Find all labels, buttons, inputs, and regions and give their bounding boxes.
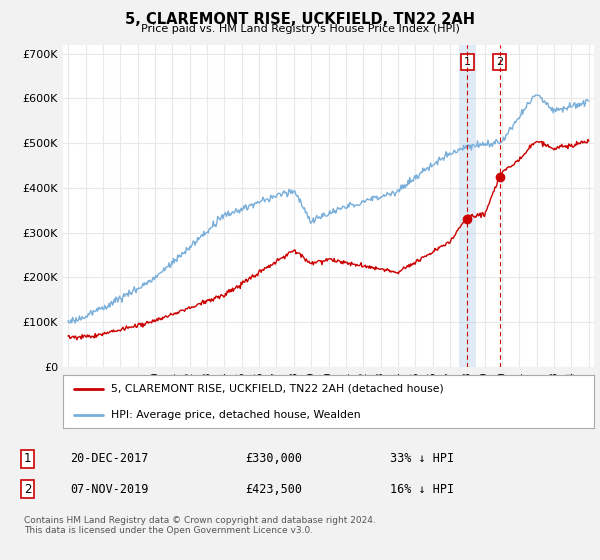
Text: 2: 2 — [23, 483, 31, 496]
Text: £330,000: £330,000 — [245, 452, 302, 465]
Text: 5, CLAREMONT RISE, UCKFIELD, TN22 2AH: 5, CLAREMONT RISE, UCKFIELD, TN22 2AH — [125, 12, 475, 27]
Text: 5, CLAREMONT RISE, UCKFIELD, TN22 2AH (detached house): 5, CLAREMONT RISE, UCKFIELD, TN22 2AH (d… — [111, 384, 443, 394]
Text: 1: 1 — [23, 452, 31, 465]
Text: 16% ↓ HPI: 16% ↓ HPI — [391, 483, 454, 496]
Text: 2: 2 — [496, 57, 503, 67]
Text: HPI: Average price, detached house, Wealden: HPI: Average price, detached house, Weal… — [111, 410, 361, 420]
Text: 20-DEC-2017: 20-DEC-2017 — [70, 452, 149, 465]
Text: Price paid vs. HM Land Registry's House Price Index (HPI): Price paid vs. HM Land Registry's House … — [140, 24, 460, 34]
Text: £423,500: £423,500 — [245, 483, 302, 496]
Text: 07-NOV-2019: 07-NOV-2019 — [70, 483, 149, 496]
Text: 1: 1 — [464, 57, 471, 67]
Text: 33% ↓ HPI: 33% ↓ HPI — [391, 452, 454, 465]
Text: Contains HM Land Registry data © Crown copyright and database right 2024.
This d: Contains HM Land Registry data © Crown c… — [23, 516, 376, 535]
Bar — [458, 45, 476, 367]
